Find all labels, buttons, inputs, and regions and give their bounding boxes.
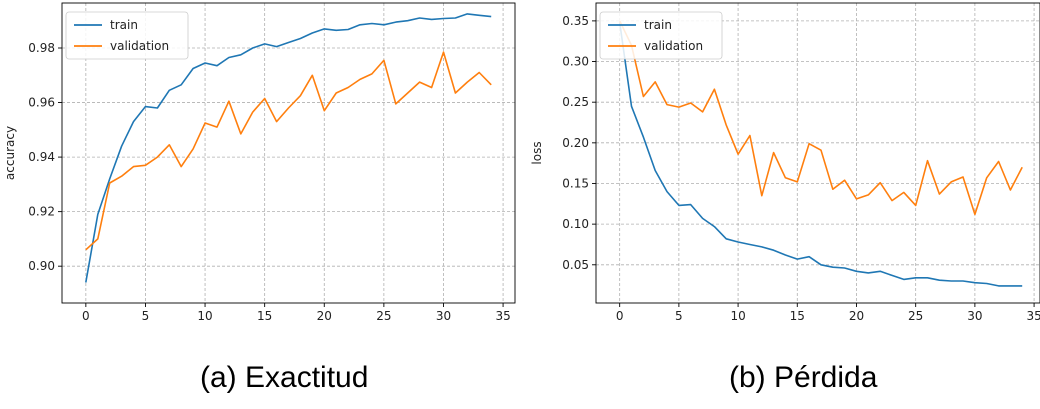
x-tick-label: 15 [257, 309, 272, 320]
x-tick-label: 10 [197, 309, 212, 320]
y-tick-label: 0.94 [28, 150, 55, 164]
y-tick-label: 0.98 [28, 41, 55, 55]
y-tick-label: 0.10 [562, 217, 589, 231]
series-line-train [618, 22, 1023, 287]
legend-box [65, 11, 189, 60]
legend-label-train: train [644, 18, 672, 32]
x-tick-label: 20 [317, 309, 332, 320]
x-tick-label: 30 [436, 309, 451, 320]
caption-accuracy: (a) Exactitud [200, 361, 369, 394]
y-tick-label: 0.20 [562, 136, 589, 150]
y-tick-label: 0.05 [562, 258, 589, 272]
x-tick-label: 10 [730, 309, 745, 320]
series-line-validation [618, 20, 1023, 216]
caption-loss: (b) Pérdida [729, 361, 878, 394]
x-tick-label: 25 [376, 309, 391, 320]
x-tick-label: 20 [849, 309, 864, 320]
y-tick-label: 0.90 [28, 259, 55, 273]
y-axis-label: accuracy [3, 126, 17, 180]
x-tick-label: 25 [908, 309, 923, 320]
plot-frame [61, 2, 516, 304]
x-tick-label: 0 [82, 309, 90, 320]
y-tick-label: 0.25 [562, 95, 589, 109]
x-tick-label: 35 [1026, 309, 1040, 320]
series-line-train [85, 13, 492, 283]
y-tick-label: 0.15 [562, 176, 589, 190]
legend-label-validation: validation [644, 39, 703, 53]
x-tick-label: 35 [495, 309, 510, 320]
x-tick-label: 5 [142, 309, 150, 320]
chart-accuracy: 051015202530350.900.920.940.960.98epocha… [3, 2, 516, 320]
y-tick-label: 0.35 [562, 14, 589, 28]
legend-label-train: train [110, 18, 138, 32]
series-line-validation [85, 51, 492, 251]
x-tick-label: 15 [790, 309, 805, 320]
plot-frame [595, 2, 1040, 304]
legend-label-validation: validation [110, 39, 169, 53]
chart-loss: 0 5 10 15 20 25 30 35 0.05 0.10 0.15 0.20 0.25 0.30 0.… [530, 2, 1040, 320]
x-tick-label: 0 [616, 309, 624, 320]
y-axis-label: loss [530, 141, 544, 164]
y-tick-label: 0.96 [28, 96, 55, 110]
figure: 051015202530350.900.920.940.960.98epocha… [3, 2, 1040, 320]
x-tick-label: 30 [967, 309, 982, 320]
legend-box [599, 11, 723, 60]
y-tick-label: 0.92 [28, 205, 55, 219]
y-tick-label: 0.30 [562, 55, 589, 69]
x-tick-label: 5 [675, 309, 683, 320]
